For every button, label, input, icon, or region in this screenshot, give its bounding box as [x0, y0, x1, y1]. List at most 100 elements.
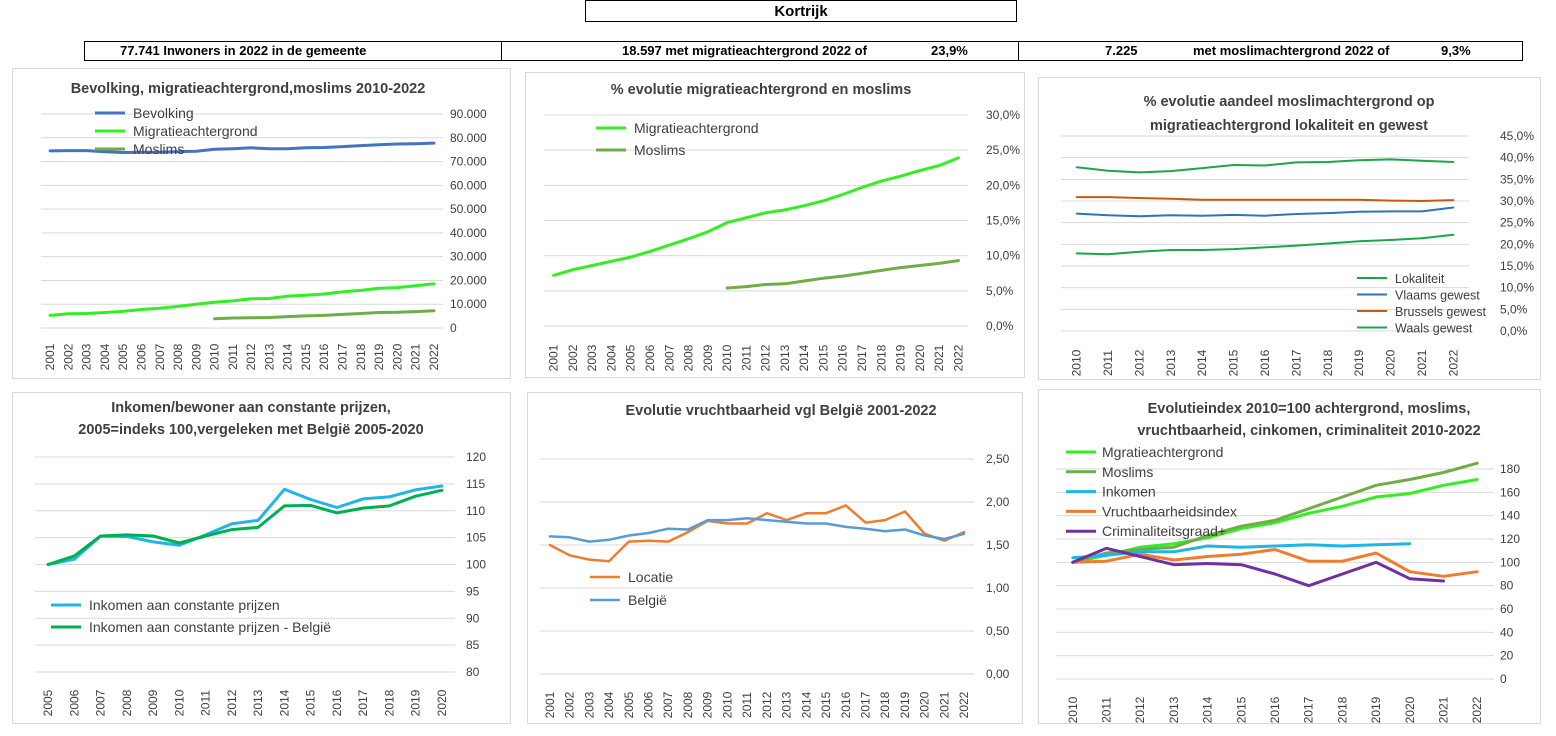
x-tick-label: 2019 — [1352, 349, 1366, 376]
x-tick-label: 2021 — [1436, 696, 1450, 723]
x-tick-label: 2020 — [913, 344, 927, 371]
y-tick-label: 15,0% — [986, 214, 1020, 228]
x-tick-label: 2014 — [277, 689, 291, 716]
legend-label: Waals gewest — [1395, 322, 1473, 336]
y-tick-label: 120 — [466, 450, 486, 464]
x-tick-label: 2014 — [799, 691, 813, 718]
x-tick-label: 2014 — [281, 343, 295, 370]
summary-muslim-count: 7.225 — [1105, 43, 1138, 58]
x-tick-label: 2015 — [1227, 349, 1241, 376]
x-tick-label: 2010 — [208, 343, 222, 370]
summary-population: 77.741 Inwoners in 2022 in de gemeente — [120, 43, 367, 58]
y-tick-label: 5,0% — [1500, 302, 1528, 316]
x-tick-label: 2006 — [67, 689, 81, 716]
legend-label: Mgratieachtergrond — [1102, 444, 1223, 460]
series-line-moslims — [213, 309, 436, 321]
y-tick-label: 45,0% — [1500, 129, 1534, 143]
y-tick-label: 40,0% — [1500, 151, 1534, 165]
x-tick-label: 2017 — [859, 691, 873, 718]
chart-svg: % evolutie migratieachtergrond en moslim… — [544, 82, 1020, 371]
x-tick-label: 2014 — [797, 344, 811, 371]
x-tick-label: 2019 — [1369, 696, 1383, 723]
chart-title: % evolutie aandeel moslimachtergrond op — [1144, 94, 1435, 110]
legend-label: België — [628, 592, 667, 608]
chart-title: % evolutie migratieachtergrond en moslim… — [611, 82, 912, 98]
y-tick-label: 110 — [466, 504, 485, 518]
chart-svg: Evolutie vruchtbaarheid vgl België 2001-… — [540, 403, 1010, 718]
x-tick-label: 2010 — [172, 689, 186, 716]
y-tick-label: 10,0% — [986, 249, 1020, 263]
y-tick-label: 100 — [1500, 555, 1520, 569]
y-tick-label: 180 — [1500, 462, 1520, 476]
summary-row: 77.741 Inwoners in 2022 in de gemeente 1… — [84, 41, 1523, 61]
x-tick-label: 2020 — [1384, 349, 1398, 376]
y-tick-label: 30.000 — [450, 250, 487, 264]
y-tick-label: 85 — [466, 638, 480, 652]
chart-evolution-index: Evolutieindex 2010=100 achtergrond, mosl… — [1038, 389, 1541, 724]
x-tick-label: 2018 — [874, 344, 888, 371]
y-tick-label: 25,0% — [1500, 216, 1534, 230]
legend-label: Inkomen aan constante prijzen - België — [89, 619, 331, 635]
x-tick-label: 2013 — [1164, 349, 1178, 376]
x-tick-label: 2015 — [304, 689, 318, 716]
y-tick-label: 50.000 — [450, 202, 487, 216]
x-tick-label: 2012 — [244, 343, 258, 370]
x-tick-label: 2005 — [116, 343, 130, 370]
x-tick-label: 2009 — [701, 344, 715, 371]
y-tick-label: 20,0% — [1500, 237, 1534, 251]
x-tick-label: 2013 — [1167, 696, 1181, 723]
x-tick-label: 2022 — [427, 343, 441, 370]
x-tick-label: 2004 — [604, 344, 618, 371]
chart-svg: % evolutie aandeel moslimachtergrond op m… — [1061, 94, 1534, 376]
x-tick-label: 2003 — [80, 343, 94, 370]
x-tick-label: 2002 — [563, 691, 577, 718]
x-tick-label: 2002 — [566, 344, 580, 371]
x-tick-label: 2011 — [740, 692, 754, 718]
y-tick-label: 60.000 — [450, 178, 487, 192]
series-line-moslims — [1071, 461, 1479, 564]
x-tick-label: 2008 — [171, 343, 185, 370]
x-tick-label: 2016 — [1258, 349, 1272, 376]
x-tick-label: 2019 — [409, 689, 423, 716]
x-tick-label: 2007 — [661, 691, 675, 718]
x-tick-label: 2006 — [135, 343, 149, 370]
y-tick-label: 80 — [1500, 579, 1514, 593]
x-tick-label: 2018 — [1335, 696, 1349, 723]
x-tick-label: 2018 — [354, 343, 368, 370]
summary-muslim-pct: 9,3% — [1441, 43, 1471, 58]
y-tick-label: 30,0% — [986, 108, 1020, 122]
x-tick-label: 2005 — [622, 691, 636, 718]
y-tick-label: 20 — [1500, 649, 1514, 663]
series-line-mgratieachtergrond — [1071, 478, 1479, 564]
series-line-lokaliteit — [1075, 158, 1455, 174]
chart-pct-evolution: % evolutie migratieachtergrond en moslim… — [525, 72, 1025, 378]
x-tick-label: 2008 — [682, 344, 696, 371]
y-tick-label: 0 — [1500, 672, 1507, 686]
summary-muslim-label: met moslimachtergrond 2022 of — [1193, 43, 1390, 58]
x-tick-label: 2022 — [957, 691, 971, 718]
chart-title: Bevolking, migratieachtergrond,moslims 2… — [71, 81, 426, 97]
series-line-migratieachtergrond — [48, 282, 436, 317]
x-tick-label: 2013 — [778, 344, 792, 371]
series-line-inkomen-aan-constante-prijzen — [46, 484, 444, 566]
y-tick-label: 95 — [466, 584, 480, 598]
x-tick-label: 2008 — [120, 689, 134, 716]
x-tick-label: 2019 — [894, 344, 908, 371]
chart-svg: Bevolking, migratieachtergrond,moslims 2… — [41, 81, 487, 370]
x-tick-label: 2008 — [681, 691, 695, 718]
x-tick-label: 2010 — [720, 691, 734, 718]
x-tick-label: 2019 — [372, 343, 386, 370]
y-tick-label: 80 — [466, 665, 480, 679]
y-tick-label: 10.000 — [450, 297, 487, 311]
legend-label: Lokaliteit — [1395, 272, 1445, 286]
legend-label: Brussels gewest — [1395, 305, 1487, 319]
x-tick-label: 2022 — [1470, 696, 1484, 723]
x-tick-label: 2011 — [1100, 697, 1114, 723]
series-line-criminaliteitsgraad- — [1071, 546, 1445, 588]
x-tick-label: 2011 — [1101, 350, 1115, 376]
x-tick-label: 2001 — [43, 343, 57, 370]
x-tick-label: 2011 — [226, 344, 240, 370]
y-tick-label: 30,0% — [1500, 194, 1534, 208]
legend-label: Vlaams gewest — [1395, 289, 1480, 303]
series-line-brussels-gewest — [1075, 196, 1455, 202]
